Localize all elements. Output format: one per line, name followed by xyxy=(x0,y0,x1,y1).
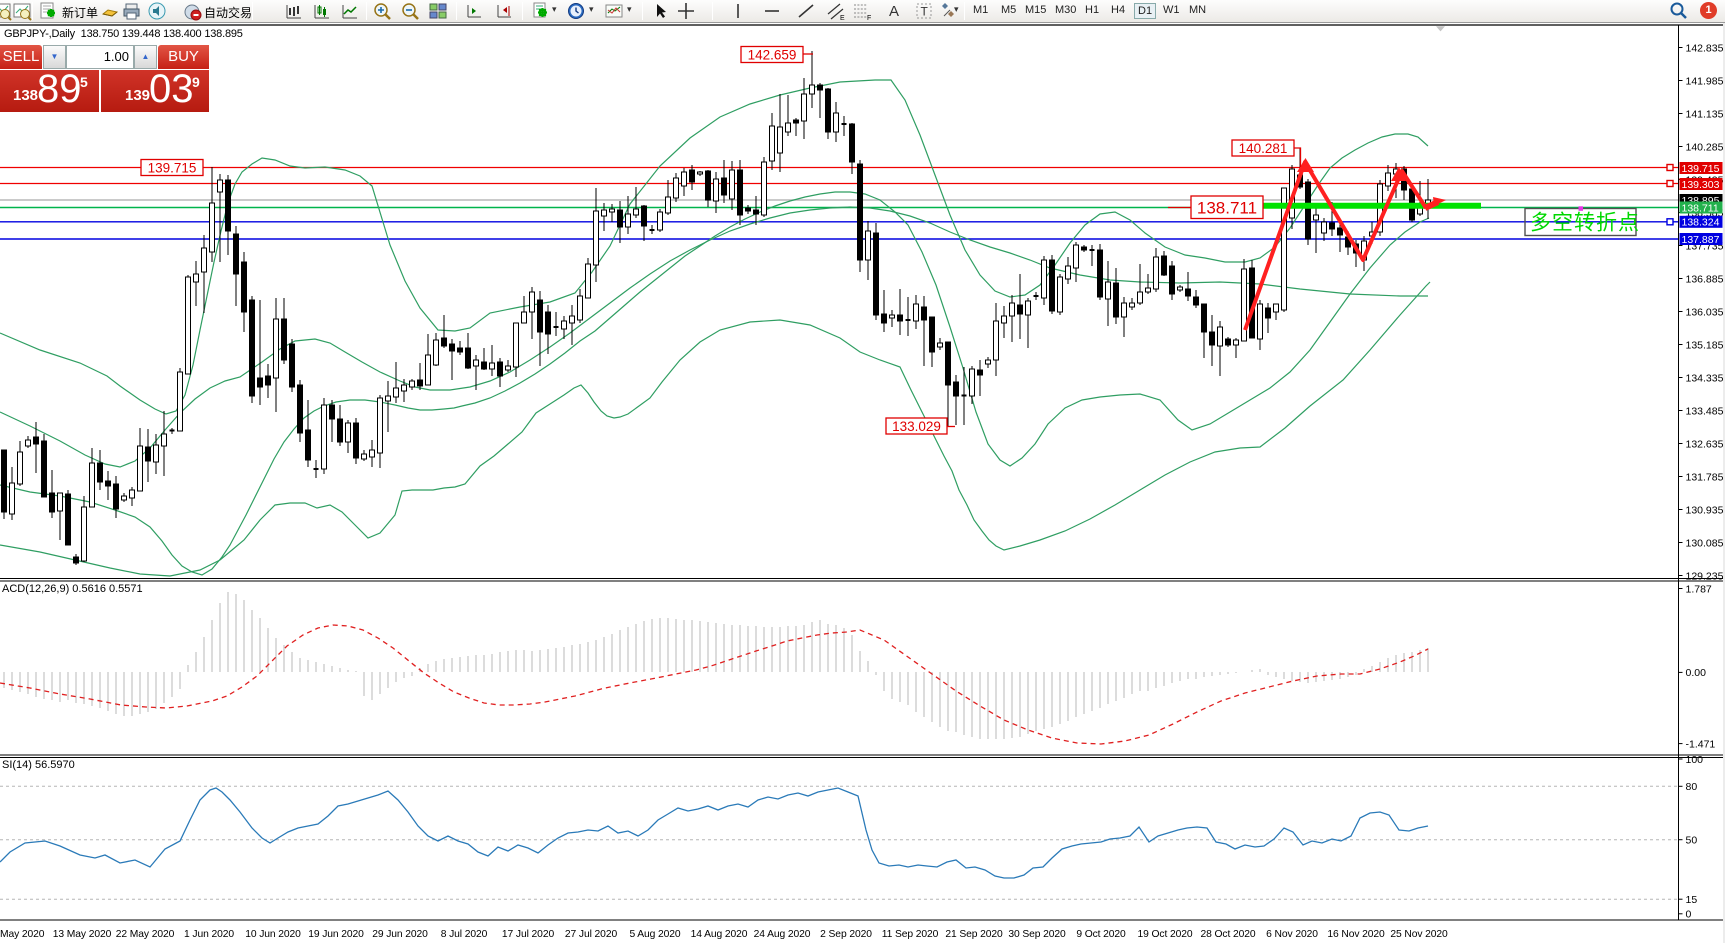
svg-text:138.711: 138.711 xyxy=(1682,202,1719,214)
svg-text:10 Jun 2020: 10 Jun 2020 xyxy=(245,929,301,940)
svg-text:5 Aug 2020: 5 Aug 2020 xyxy=(629,929,680,940)
svg-text:24 Aug 2020: 24 Aug 2020 xyxy=(754,929,811,940)
svg-text:138.324: 138.324 xyxy=(1682,217,1720,229)
svg-text:ACD(12,26,9) 0.5616 0.5571: ACD(12,26,9) 0.5616 0.5571 xyxy=(2,583,143,595)
svg-text:A: A xyxy=(889,3,899,20)
svg-text:137.887: 137.887 xyxy=(1682,234,1720,246)
svg-text:27 Jul 2020: 27 Jul 2020 xyxy=(565,929,618,940)
svg-text:8 Jul 2020: 8 Jul 2020 xyxy=(441,929,488,940)
svg-text:21 Sep 2020: 21 Sep 2020 xyxy=(945,929,1003,940)
svg-text:133.485: 133.485 xyxy=(1686,405,1724,417)
svg-text:129.235: 129.235 xyxy=(1686,570,1724,582)
svg-text:132.635: 132.635 xyxy=(1686,438,1724,450)
svg-text:30 Sep 2020: 30 Sep 2020 xyxy=(1008,929,1066,940)
svg-text:1 Jun 2020: 1 Jun 2020 xyxy=(184,929,234,940)
svg-text:136.885: 136.885 xyxy=(1686,273,1724,285)
svg-text:139.715: 139.715 xyxy=(148,160,197,175)
svg-text:2 Sep 2020: 2 Sep 2020 xyxy=(820,929,872,940)
svg-text:28 Oct 2020: 28 Oct 2020 xyxy=(1200,929,1255,940)
svg-text:140.281: 140.281 xyxy=(1239,141,1288,156)
svg-text:9 Oct 2020: 9 Oct 2020 xyxy=(1076,929,1126,940)
svg-text:131.785: 131.785 xyxy=(1686,471,1724,483)
svg-text:多空转折点: 多空转折点 xyxy=(1530,212,1640,235)
svg-text:6 Nov 2020: 6 Nov 2020 xyxy=(1266,929,1318,940)
svg-text:19 Jun 2020: 19 Jun 2020 xyxy=(308,929,364,940)
svg-text:142.659: 142.659 xyxy=(748,47,797,62)
svg-text:F: F xyxy=(867,15,871,21)
svg-text:139.715: 139.715 xyxy=(1682,163,1720,175)
svg-text:141.135: 141.135 xyxy=(1686,108,1724,120)
svg-text:50: 50 xyxy=(1686,835,1698,847)
svg-text:14 Aug 2020: 14 Aug 2020 xyxy=(691,929,748,940)
svg-text:139.303: 139.303 xyxy=(1682,179,1720,191)
svg-text:134.335: 134.335 xyxy=(1686,372,1724,384)
svg-text:133.029: 133.029 xyxy=(892,419,941,434)
svg-text:E: E xyxy=(840,15,845,21)
svg-text:29 Jun 2020: 29 Jun 2020 xyxy=(372,929,428,940)
svg-text:SI(14) 56.5970: SI(14) 56.5970 xyxy=(2,759,75,771)
svg-text:141.985: 141.985 xyxy=(1686,75,1724,87)
svg-text:140.285: 140.285 xyxy=(1686,141,1724,153)
svg-text:15: 15 xyxy=(1686,894,1698,906)
svg-text:4 May 2020: 4 May 2020 xyxy=(0,929,45,940)
svg-text:80: 80 xyxy=(1686,781,1698,793)
svg-text:17 Jul 2020: 17 Jul 2020 xyxy=(502,929,555,940)
svg-text:22 May 2020: 22 May 2020 xyxy=(116,929,175,940)
svg-text:1.787: 1.787 xyxy=(1686,583,1712,595)
svg-text:135.185: 135.185 xyxy=(1686,339,1724,351)
svg-text:19 Oct 2020: 19 Oct 2020 xyxy=(1137,929,1192,940)
svg-text:142.835: 142.835 xyxy=(1686,42,1724,54)
svg-text:138.711: 138.711 xyxy=(1197,198,1257,217)
svg-text:136.035: 136.035 xyxy=(1686,306,1724,318)
svg-text:0: 0 xyxy=(1686,909,1692,921)
svg-text:25 Nov 2020: 25 Nov 2020 xyxy=(1390,929,1448,940)
svg-text:16 Nov 2020: 16 Nov 2020 xyxy=(1327,929,1385,940)
svg-text:13 May 2020: 13 May 2020 xyxy=(53,929,112,940)
svg-text:100: 100 xyxy=(1686,754,1704,766)
svg-text:0.00: 0.00 xyxy=(1686,667,1707,679)
svg-text:130.935: 130.935 xyxy=(1686,504,1724,516)
svg-text:11 Sep 2020: 11 Sep 2020 xyxy=(882,929,939,940)
svg-text:-1.471: -1.471 xyxy=(1686,738,1716,750)
svg-text:130.085: 130.085 xyxy=(1686,537,1724,549)
svg-text:T: T xyxy=(921,5,929,19)
